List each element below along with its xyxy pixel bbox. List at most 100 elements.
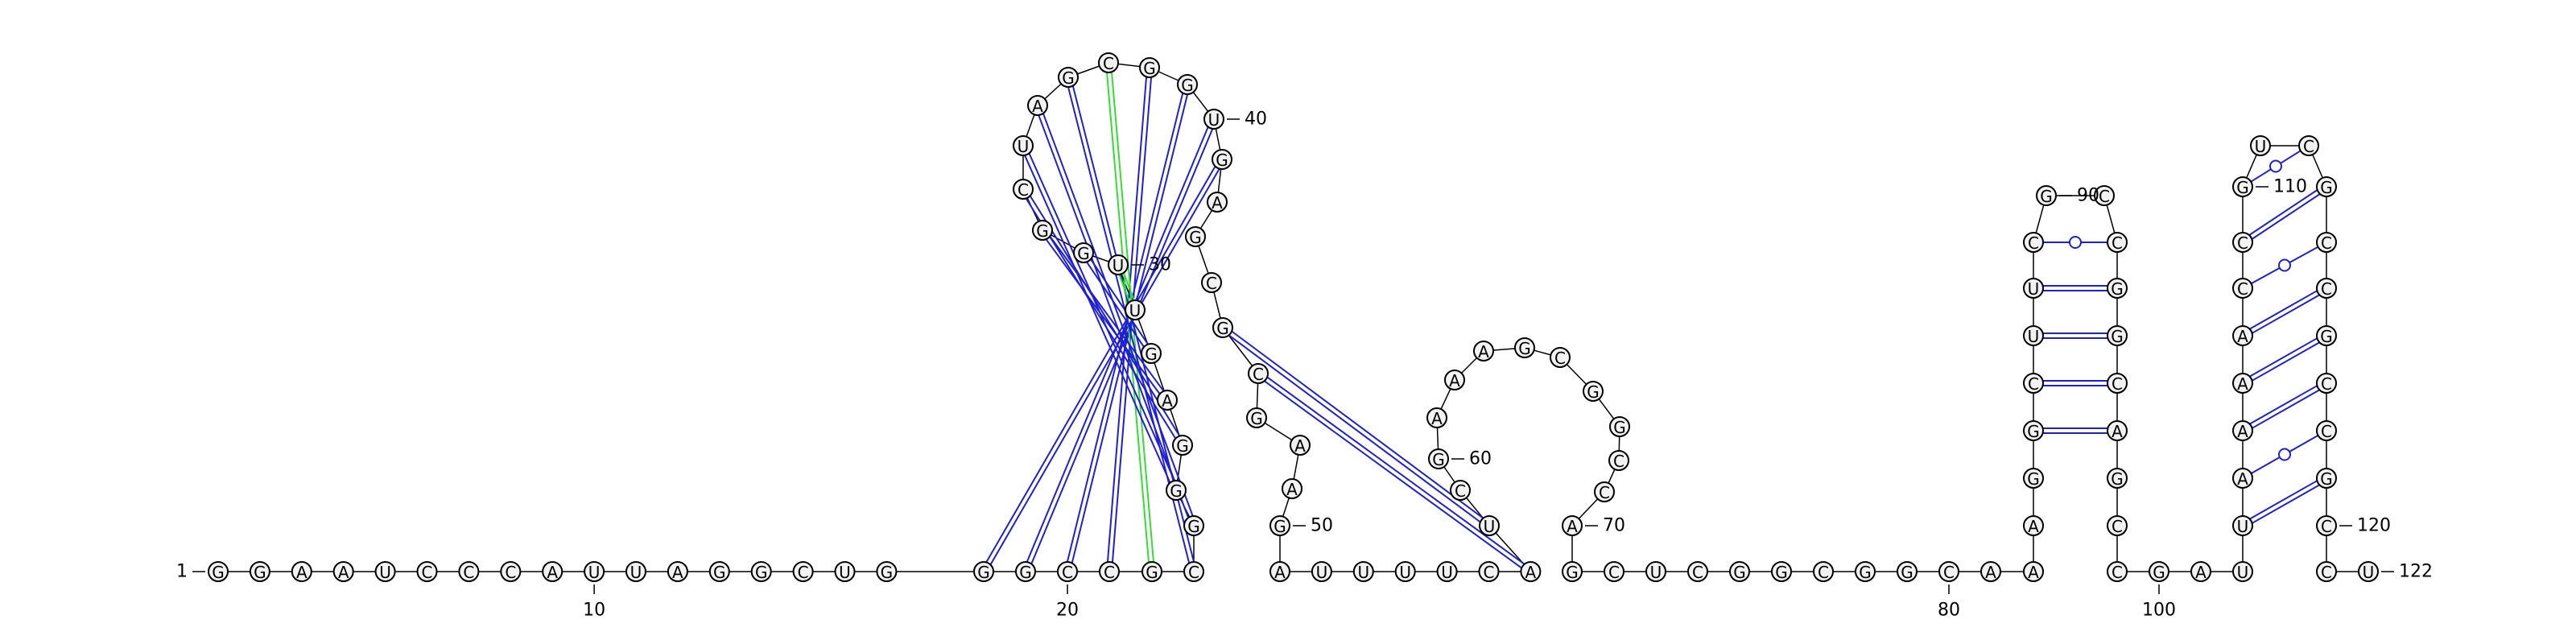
nucleotide-letter: C xyxy=(2321,279,2332,299)
nucleotide-letter: G xyxy=(1432,450,1445,469)
nucleotide-circle xyxy=(1141,343,1162,364)
nucleotide-circle xyxy=(2107,468,2128,489)
nucleotide-letter: G xyxy=(1019,563,1032,582)
nucleotide-circle xyxy=(1444,370,1465,390)
nucleotide-circle xyxy=(2316,420,2337,441)
base-pair-line xyxy=(1066,93,1184,562)
nucleotide-letter: A xyxy=(1985,563,1996,582)
nucleotide-letter: C xyxy=(1104,563,1115,582)
nucleotide-letter: C xyxy=(2028,374,2039,394)
nucleotide-number-label: 100 xyxy=(2142,601,2176,621)
nucleotide-circle xyxy=(1608,450,1629,471)
nucleotide-circle xyxy=(2232,232,2253,253)
nucleotide-circle xyxy=(1172,435,1193,456)
base-pair-line xyxy=(1030,128,1214,564)
nucleotide-circle xyxy=(2107,325,2128,346)
nucleotide-circle xyxy=(1855,561,1876,582)
nucleotide-letter: U xyxy=(1484,517,1496,536)
nucleotide-circle xyxy=(332,561,354,582)
nucleotide-circle xyxy=(1248,363,1269,384)
nucleotide-letter: G xyxy=(1077,244,1090,263)
base-pair-line xyxy=(2248,189,2318,236)
nucleotide-circle xyxy=(1269,561,1290,582)
nucleotide-circle xyxy=(1562,515,1583,536)
nucleotide-circle xyxy=(1813,561,1834,582)
nucleotide-circle xyxy=(2316,278,2337,299)
nucleotide-circle xyxy=(1645,561,1666,582)
nucleotide-circle xyxy=(750,561,772,582)
nucleotide-letter: G xyxy=(2320,178,2333,197)
nucleotide-number-label: 20 xyxy=(1056,601,1079,621)
nucleotide-circle xyxy=(1428,448,1449,469)
nucleotide-circle xyxy=(542,561,564,582)
nucleotide-circle xyxy=(584,561,605,582)
nucleotide-circle xyxy=(2023,278,2044,299)
nucleotide-number-label: 80 xyxy=(1938,601,1960,621)
nucleotide-letter: C xyxy=(2321,563,2332,582)
nucleotide-circle xyxy=(2023,325,2044,346)
nucleotide-letter: G xyxy=(713,563,726,582)
nucleotide-circle xyxy=(1058,67,1079,88)
nucleotide-letter: G xyxy=(2320,469,2333,489)
nucleotide-circle xyxy=(374,561,396,582)
base-pair-line xyxy=(1045,238,1161,394)
nucleotide-letter: G xyxy=(1036,221,1049,241)
nucleotide-letter: A xyxy=(672,563,683,582)
nucleotide-circle xyxy=(1125,299,1146,320)
nucleotide-circle xyxy=(2232,373,2253,394)
nucleotide-letter: C xyxy=(2321,233,2332,253)
nucleotide-letter: C xyxy=(1018,180,1029,200)
nucleotide-circle xyxy=(416,561,438,582)
nucleotide-letter: G xyxy=(1216,319,1229,338)
nucleotide-circle xyxy=(1027,95,1048,116)
nucleotide-circle xyxy=(1290,435,1311,456)
nucleotide-letter: C xyxy=(2112,517,2123,536)
nucleotide-number-label: 122 xyxy=(2399,562,2433,582)
nucleotide-circle xyxy=(2023,373,2044,394)
nucleotide-letter: A xyxy=(1449,371,1460,390)
nucleotide-number-label: 70 xyxy=(1603,516,1625,536)
nucleotide-circle xyxy=(1771,561,1792,582)
nucleotide-letter: C xyxy=(1253,365,1264,384)
nucleotide-letter: G xyxy=(1216,151,1228,170)
nucleotide-circle xyxy=(1057,561,1078,582)
base-pair-layer xyxy=(985,72,2321,569)
nucleotide-letter: C xyxy=(1062,563,1073,582)
nucleotide-circle xyxy=(625,561,646,582)
nucleotide-circle xyxy=(1013,179,1034,200)
nucleotide-circle xyxy=(1212,149,1232,170)
nucleotide-letter: C xyxy=(2237,279,2248,299)
nucleotide-letter: A xyxy=(2195,563,2207,582)
nucleotide-letter: A xyxy=(1478,342,1489,361)
nucleotide-letter: C xyxy=(798,563,809,582)
nucleotide-circle xyxy=(2094,185,2115,206)
nucleotide-circle xyxy=(1604,561,1624,582)
nucleotide-letter: G xyxy=(2320,327,2333,346)
nucleotide-letter: G xyxy=(2111,469,2124,489)
nucleotide-circle xyxy=(1201,272,1222,293)
nucleotide-circle xyxy=(1609,416,1630,437)
nucleotide-circle xyxy=(2358,561,2379,582)
nucleotide-letter: G xyxy=(977,563,990,582)
nucleotide-circle xyxy=(1166,480,1187,501)
base-pair-line xyxy=(2252,294,2320,334)
nucleotide-letter: C xyxy=(2303,137,2314,156)
nucleotide-letter: G xyxy=(1181,76,1194,95)
nucleotide-circle xyxy=(1139,57,1160,78)
nucleotide-circle xyxy=(2107,373,2128,394)
nucleotide-circle xyxy=(458,561,480,582)
nucleotide-circle xyxy=(1203,109,1224,130)
nucleotide-letter: A xyxy=(2237,422,2248,441)
nucleotide-circle xyxy=(1013,135,1034,156)
nucleotide-letter: U xyxy=(1316,563,1328,582)
nucleotide-letter: C xyxy=(422,563,433,582)
base-pair-line xyxy=(2249,385,2318,425)
nucleotide-circle xyxy=(2023,561,2044,582)
nucleotide-letter: C xyxy=(1692,563,1703,582)
nucleotide-letter: G xyxy=(2153,563,2165,582)
nucleotide-circle xyxy=(2232,176,2253,197)
nucleotide-letter: A xyxy=(1567,517,1578,536)
number-tick-layer xyxy=(192,118,2394,594)
nucleotide-circle xyxy=(973,561,994,582)
nucleotide-letter: U xyxy=(1441,563,1453,582)
